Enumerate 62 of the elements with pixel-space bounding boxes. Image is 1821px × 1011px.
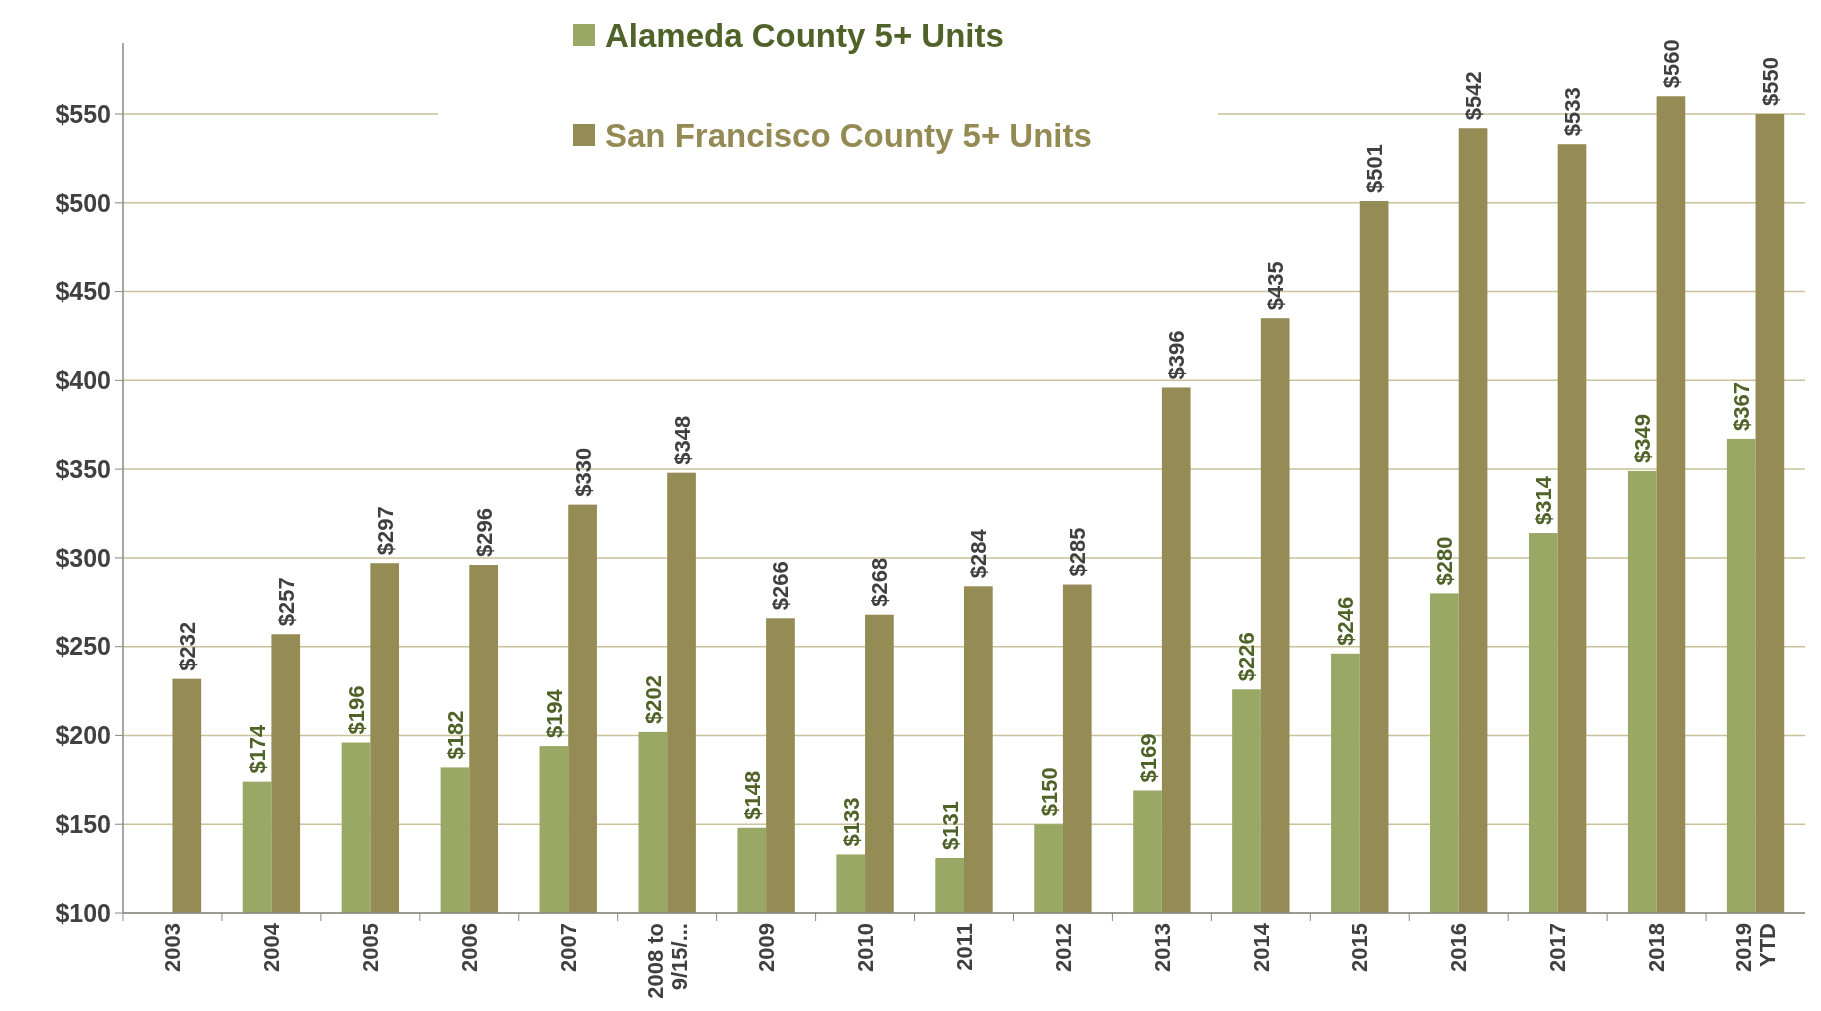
data-label: $232 <box>174 621 200 671</box>
data-label: $202 <box>640 674 666 724</box>
data-label: $284 <box>966 528 992 579</box>
data-label: $257 <box>273 577 299 627</box>
data-label: $150 <box>1036 767 1062 817</box>
x-tick-label: 2014 <box>1248 922 1274 972</box>
data-label: $501 <box>1362 144 1388 194</box>
data-label: $268 <box>867 557 893 607</box>
y-tick-label: $250 <box>55 632 111 661</box>
x-tick-label: 2007 <box>555 923 581 972</box>
data-label: $533 <box>1559 87 1585 137</box>
data-label: $133 <box>838 797 864 847</box>
x-tick-label: 2004 <box>259 922 285 972</box>
data-label: $349 <box>1630 413 1656 463</box>
data-label: $131 <box>937 801 963 850</box>
x-tick-label: 2008 to 9/15/... <box>642 923 692 999</box>
legend-label: Alameda County 5+ Units <box>605 16 1004 54</box>
data-label: $550 <box>1757 57 1783 107</box>
x-tick-label: 2012 <box>1050 923 1076 972</box>
data-label: $266 <box>768 561 794 611</box>
data-label: $396 <box>1164 330 1190 380</box>
data-label: $182 <box>442 710 468 760</box>
data-label: $542 <box>1461 71 1487 121</box>
data-label: $314 <box>1531 475 1557 526</box>
y-tick-label: $100 <box>55 898 111 927</box>
data-label: $169 <box>1135 733 1161 783</box>
data-label: $348 <box>669 415 695 465</box>
x-tick-label: 2015 <box>1347 923 1373 972</box>
data-label: $285 <box>1065 527 1091 577</box>
data-label: $367 <box>1729 381 1755 431</box>
x-tick-label: 2003 <box>160 923 186 972</box>
x-tick-label: 2016 <box>1446 923 1472 972</box>
data-label: $297 <box>372 506 398 556</box>
data-label: $148 <box>739 770 765 820</box>
y-tick-label: $300 <box>55 543 111 572</box>
y-tick-label: $200 <box>55 721 111 750</box>
y-tick-label: $450 <box>55 277 111 306</box>
x-tick-label: 2010 <box>852 923 878 972</box>
x-tick-label: 2009 <box>753 923 779 972</box>
x-tick-label: 2018 <box>1644 923 1670 972</box>
x-tick-label: 2019 YTD <box>1731 923 1781 972</box>
data-label: $246 <box>1333 596 1359 646</box>
y-tick-label: $350 <box>55 454 111 483</box>
x-tick-label: 2011 <box>951 923 977 971</box>
y-tick-label: $150 <box>55 809 111 838</box>
data-label: $174 <box>245 723 271 774</box>
data-label: $226 <box>1234 632 1260 682</box>
data-label: $435 <box>1263 261 1289 311</box>
legend-label: San Francisco County 5+ Units <box>605 116 1092 154</box>
x-tick-label: 2005 <box>358 923 384 972</box>
y-tick-label: $550 <box>55 99 111 128</box>
data-label: $560 <box>1658 39 1684 89</box>
data-label: $280 <box>1432 536 1458 586</box>
x-tick-label: 2006 <box>456 923 482 972</box>
data-label: $196 <box>344 685 370 735</box>
data-label: $330 <box>570 447 596 497</box>
x-tick-label: 2013 <box>1149 923 1175 972</box>
y-tick-label: $400 <box>55 366 111 395</box>
data-label: $194 <box>541 688 567 739</box>
y-tick-label: $500 <box>55 188 111 217</box>
data-label: $296 <box>471 508 497 557</box>
x-tick-label: 2017 <box>1545 923 1571 972</box>
